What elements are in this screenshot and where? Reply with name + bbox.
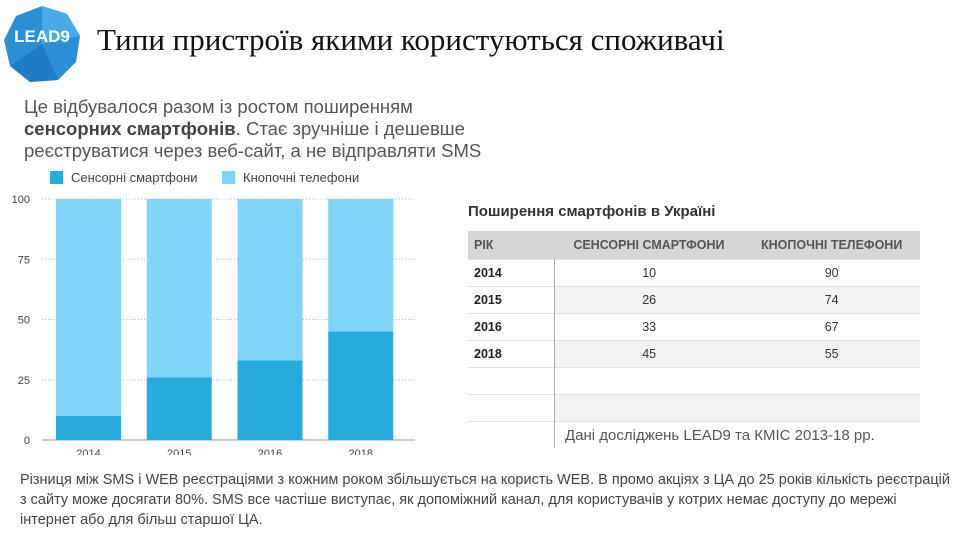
table-note-row: Дані досліджень LEAD9 та КМІС 2013-18 рр… [468, 421, 920, 448]
y-tick-label: 50 [18, 315, 30, 327]
table-title: Поширення смартфонів в Україні [468, 203, 716, 220]
y-tick-label: 75 [18, 254, 30, 266]
legend-button-phones: Кнопочні телефони [222, 170, 359, 185]
y-tick-label: 100 [12, 194, 30, 206]
logo-text: LEAD9 [14, 27, 70, 46]
intro-text: Це відбувалося разом із ростом поширення… [24, 96, 482, 161]
stacked-bar-chart: 0 25 50 75 100 2014 2015 2016 2018 [12, 194, 415, 455]
data-table: РІК СЕНСОРНІ СМАРТФОНИ КНОПОЧНІ ТЕЛЕФОНИ 2… [468, 231, 920, 448]
legend-swatch [222, 171, 235, 184]
table-row: 2014 10 90 [468, 259, 920, 287]
table-row [468, 394, 920, 422]
bar-segment [56, 199, 121, 416]
bar-segment [328, 331, 394, 440]
legend-swatch [50, 171, 63, 184]
bar-segment [146, 199, 212, 378]
table-row: 2016 33 67 [468, 313, 920, 341]
x-tick-label: 2015 [167, 448, 191, 455]
header-year: РІК [468, 231, 555, 260]
table-row: 2015 26 74 [468, 286, 920, 314]
x-tick-label: 2014 [76, 448, 100, 455]
footer-text: Різниця між SMS і WEB реєстраціями з кож… [20, 472, 950, 528]
bar-segment [328, 199, 394, 332]
logo: LEAD9 [2, 4, 82, 89]
x-tick-label: 2018 [349, 448, 373, 455]
bar-segment [146, 377, 212, 440]
bar-segment [56, 415, 121, 440]
x-tick-label: 2016 [258, 448, 282, 455]
table-row [468, 367, 920, 395]
legend-smartphones: Сенсорні смартфони [50, 170, 198, 185]
table-row: 2018 45 55 [468, 340, 920, 368]
source-note: Дані досліджень LEAD9 та КМІС 2013-18 рр… [554, 421, 920, 448]
bar-segment [237, 360, 303, 440]
header-smartphones: СЕНСОРНІ СМАРТФОНИ [554, 231, 744, 260]
y-tick-label: 0 [24, 435, 30, 447]
page-title: Типи пристроїв якими користуються спожив… [97, 22, 725, 57]
y-tick-label: 25 [18, 375, 30, 387]
bar-segment [237, 199, 303, 361]
header-button-phones: КНОПОЧНІ ТЕЛЕФОНИ [743, 231, 920, 260]
